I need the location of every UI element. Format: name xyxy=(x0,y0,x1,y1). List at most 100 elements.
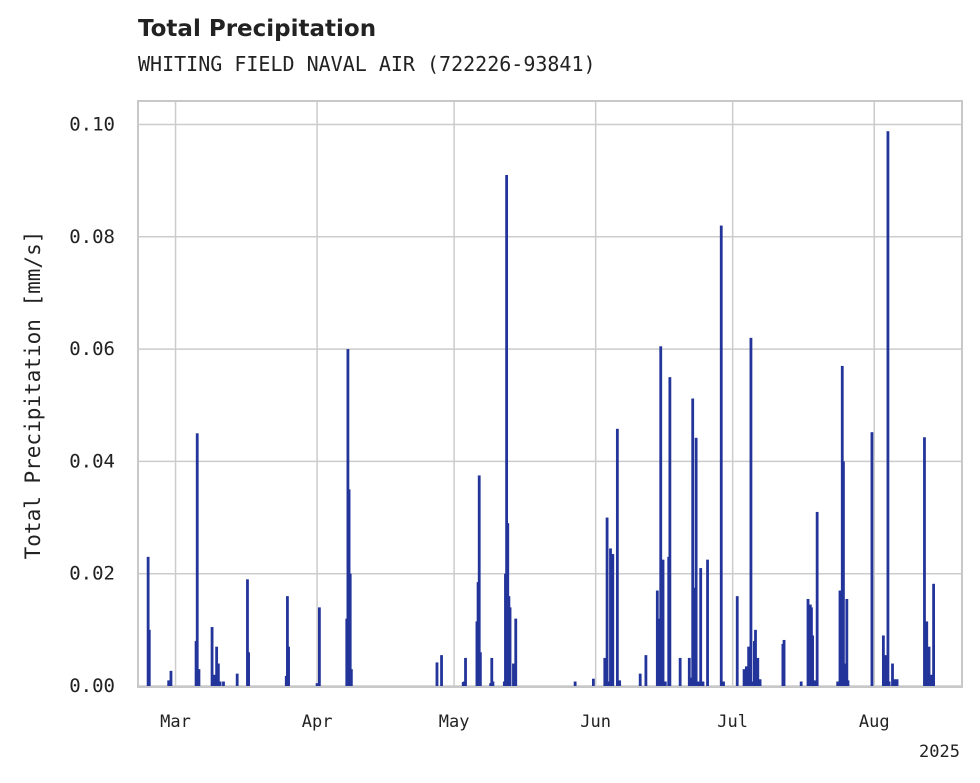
precip-bar xyxy=(846,680,850,686)
precip-bar xyxy=(512,663,515,686)
precip-bar xyxy=(508,607,512,686)
precip-bar xyxy=(845,598,849,686)
precip-bar xyxy=(490,657,494,686)
precip-bar xyxy=(811,635,814,686)
precip-bar xyxy=(615,428,619,686)
precip-bar xyxy=(886,131,890,686)
precip-bar xyxy=(609,548,612,686)
precip-bar xyxy=(719,225,723,687)
precip-bar xyxy=(742,669,746,686)
precip-bar xyxy=(749,337,753,686)
precip-bar xyxy=(782,639,786,686)
precip-bar xyxy=(146,556,150,686)
precip-bar xyxy=(611,554,615,686)
precip-bar xyxy=(514,618,518,686)
precip-bar xyxy=(216,663,220,686)
precip-bar xyxy=(247,652,250,686)
precip-bar xyxy=(932,583,935,686)
y-tick-label: 0.00 xyxy=(69,675,115,697)
precip-bar xyxy=(668,377,672,686)
precip-bar xyxy=(744,666,748,686)
precip-bar xyxy=(694,437,698,686)
precip-bar xyxy=(722,681,725,686)
precip-bar xyxy=(799,681,803,686)
precip-bar xyxy=(222,681,225,686)
precip-bar xyxy=(895,679,899,686)
precip-bar xyxy=(505,175,509,686)
precip-bar xyxy=(655,590,659,686)
chart-subtitle: WHITING FIELD NAVAL AIR (722226-93841) xyxy=(138,52,596,76)
x-tick-label: Apr xyxy=(302,712,333,732)
precip-bar xyxy=(638,673,642,686)
precip-bar xyxy=(286,596,289,686)
precip-bar xyxy=(706,559,709,686)
precip-bar xyxy=(618,680,622,686)
x-tick-label: May xyxy=(439,712,470,732)
x-tick-label: Aug xyxy=(859,712,890,732)
precip-bar xyxy=(464,657,467,686)
precip-bar xyxy=(815,511,819,686)
precip-bar xyxy=(195,433,199,686)
precip-bar xyxy=(756,657,760,686)
precip-bar xyxy=(747,646,751,686)
x-axis-ticks: Mar Apr May Jun Jul Aug xyxy=(160,712,889,732)
precip-bar xyxy=(147,629,151,686)
grid-lines xyxy=(139,102,961,687)
precip-bar xyxy=(687,657,691,686)
precip-bar xyxy=(167,680,171,686)
y-tick-label: 0.08 xyxy=(69,226,115,248)
precip-bar xyxy=(691,398,695,686)
precip-bar xyxy=(591,678,595,686)
precip-bar xyxy=(348,573,352,686)
precip-bar xyxy=(435,662,439,686)
x-tick-label: Jul xyxy=(717,712,748,732)
precip-bar xyxy=(754,629,757,686)
precip-bar xyxy=(678,657,682,686)
y-tick-label: 0.06 xyxy=(69,338,115,360)
precip-bar xyxy=(169,670,173,686)
precip-bar xyxy=(287,646,290,686)
precip-bar xyxy=(697,681,700,686)
precip-bar xyxy=(887,681,891,686)
precip-bar xyxy=(605,517,609,686)
precip-bar xyxy=(692,587,696,686)
precip-bar xyxy=(478,652,482,686)
precip-bar xyxy=(843,663,846,686)
year-label: 2025 xyxy=(919,742,960,762)
precip-bar xyxy=(701,681,705,686)
precip-bar xyxy=(923,437,926,686)
precip-bar xyxy=(758,679,762,686)
y-tick-label: 0.02 xyxy=(69,563,115,585)
precip-bar xyxy=(218,681,222,686)
precip-bar xyxy=(477,475,481,686)
precip-bar xyxy=(836,681,840,686)
x-tick-label: Jun xyxy=(580,712,611,732)
bar-series xyxy=(146,131,935,687)
precip-bar xyxy=(813,680,817,686)
precip-bar xyxy=(663,681,667,686)
precip-bar xyxy=(215,646,219,686)
precip-bar xyxy=(699,568,703,686)
precip-bar xyxy=(870,432,874,686)
precip-bar xyxy=(927,646,931,686)
precip-bar xyxy=(884,655,888,686)
precip-bar xyxy=(842,461,845,686)
precip-bar xyxy=(315,683,319,686)
precip-bar xyxy=(659,346,663,686)
precip-bar xyxy=(925,621,929,686)
y-axis-ticks: 0.00 0.02 0.04 0.06 0.08 0.10 xyxy=(69,113,115,697)
precip-bar xyxy=(838,590,842,686)
y-tick-label: 0.04 xyxy=(69,450,115,472)
precip-bar xyxy=(891,663,894,686)
precip-bar xyxy=(644,655,648,686)
precip-bar xyxy=(440,655,443,686)
y-axis-label: Total Precipitation [mm/s] xyxy=(21,231,45,560)
x-tick-label: Mar xyxy=(160,712,191,732)
precip-bar xyxy=(661,559,665,686)
precip-bar xyxy=(349,669,353,686)
precip-bar xyxy=(806,598,810,686)
chart-title: Total Precipitation xyxy=(138,16,377,42)
precip-bar xyxy=(603,657,607,686)
precip-bar xyxy=(210,627,214,686)
